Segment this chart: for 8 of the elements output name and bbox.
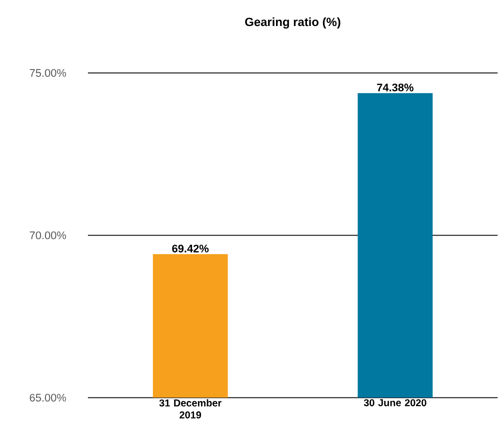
data-label: 74.38% bbox=[377, 84, 414, 92]
data-label: 69.42% bbox=[172, 244, 209, 253]
chart-title: Gearing ratio (%) bbox=[245, 18, 340, 29]
x-tick-label: 30 June 2020 bbox=[364, 399, 426, 406]
y-tick-label: 65.00% bbox=[30, 394, 66, 402]
y-tick-label: 75.00% bbox=[30, 69, 66, 77]
x-tick-label: 31 December 2019 bbox=[159, 399, 222, 419]
y-tick-label: 70.00% bbox=[30, 232, 66, 240]
